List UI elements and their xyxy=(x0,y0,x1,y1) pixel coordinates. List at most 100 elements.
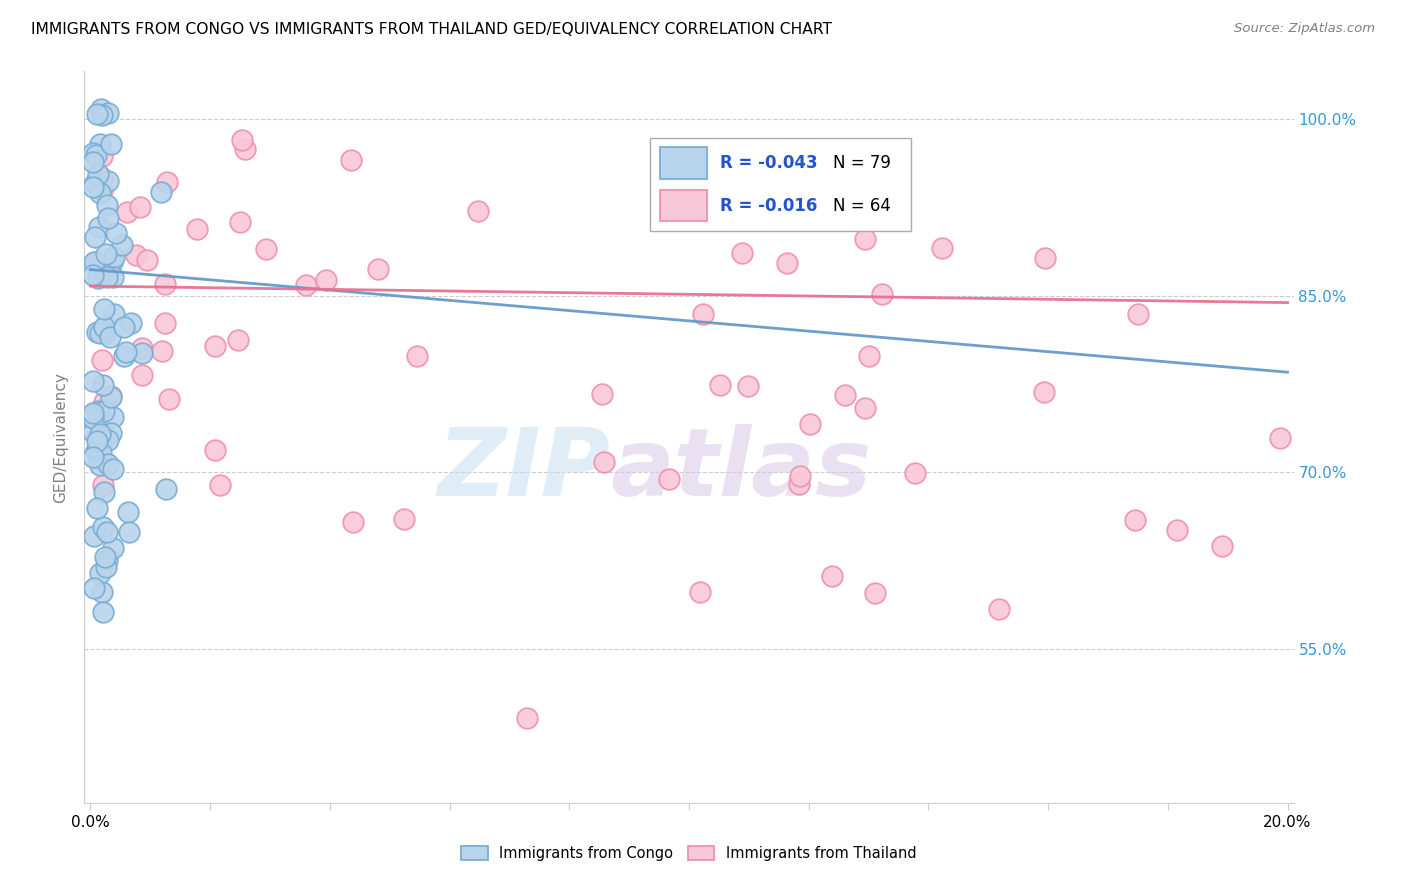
Point xyxy=(97,174,120,188)
Point xyxy=(100,136,122,151)
Point xyxy=(789,468,811,483)
Point xyxy=(87,167,110,181)
Point xyxy=(93,326,115,340)
Point xyxy=(93,320,115,334)
Point xyxy=(89,451,111,466)
Point xyxy=(97,211,120,225)
Point xyxy=(103,541,125,556)
Point xyxy=(90,446,112,460)
Y-axis label: GED/Equivalency: GED/Equivalency xyxy=(53,372,69,502)
Point xyxy=(204,339,226,353)
Point xyxy=(90,102,112,116)
Point xyxy=(87,270,110,285)
Point xyxy=(83,581,105,595)
Point xyxy=(96,198,118,212)
Point xyxy=(96,559,118,574)
Point xyxy=(82,450,104,465)
Point xyxy=(406,349,429,363)
Point xyxy=(150,344,173,359)
Point xyxy=(87,404,110,418)
Point xyxy=(91,434,114,448)
Point xyxy=(863,585,886,599)
Point xyxy=(91,584,114,599)
Point xyxy=(125,248,148,262)
Point xyxy=(96,553,118,567)
Point xyxy=(853,232,876,246)
Point xyxy=(853,401,876,416)
Point xyxy=(516,711,538,725)
Point xyxy=(100,254,122,268)
Point xyxy=(96,525,118,540)
Point xyxy=(83,255,105,269)
Point xyxy=(89,137,111,152)
Point xyxy=(872,287,894,301)
Point xyxy=(231,133,253,147)
Point xyxy=(1033,251,1056,265)
Point xyxy=(97,433,120,447)
Text: atlas: atlas xyxy=(610,424,872,516)
Point xyxy=(153,277,176,291)
Point xyxy=(96,269,118,284)
Point xyxy=(233,142,256,156)
Point xyxy=(117,205,139,219)
Point xyxy=(100,426,122,441)
Point xyxy=(1268,431,1291,445)
Point xyxy=(228,334,250,348)
Point xyxy=(100,390,122,404)
Point xyxy=(91,477,114,491)
Point xyxy=(131,341,153,355)
Text: N = 79: N = 79 xyxy=(832,154,890,172)
Point xyxy=(775,256,797,270)
Point xyxy=(86,442,108,457)
Point xyxy=(100,389,122,403)
Point xyxy=(84,177,107,191)
Point xyxy=(692,307,714,321)
Point xyxy=(103,250,125,264)
Text: Source: ZipAtlas.com: Source: ZipAtlas.com xyxy=(1234,22,1375,36)
Point xyxy=(82,155,104,169)
Point xyxy=(93,404,115,418)
Point xyxy=(787,477,810,491)
Point xyxy=(821,569,844,583)
Point xyxy=(93,395,115,409)
Point xyxy=(91,605,114,619)
Point xyxy=(86,326,108,340)
Point xyxy=(256,242,278,256)
Point xyxy=(82,268,104,283)
Point xyxy=(136,253,159,268)
Point xyxy=(91,352,114,367)
Point xyxy=(89,186,111,200)
Point xyxy=(86,500,108,515)
Point xyxy=(91,149,114,163)
Bar xyxy=(661,190,707,221)
Point xyxy=(82,406,104,420)
Point xyxy=(467,204,489,219)
Point xyxy=(112,349,135,363)
Point xyxy=(84,148,107,162)
Point xyxy=(209,478,232,492)
Point xyxy=(1166,523,1188,537)
Point xyxy=(103,462,125,476)
Point xyxy=(89,219,111,234)
Point xyxy=(115,345,138,359)
Point xyxy=(799,417,821,431)
Point xyxy=(150,186,173,200)
Point xyxy=(101,410,124,425)
Point xyxy=(82,425,104,440)
Point xyxy=(156,175,179,189)
Point xyxy=(91,378,114,392)
Point xyxy=(988,602,1011,616)
Point xyxy=(91,170,114,185)
Point xyxy=(83,529,105,543)
Legend: Immigrants from Congo, Immigrants from Thailand: Immigrants from Congo, Immigrants from T… xyxy=(454,839,924,869)
Point xyxy=(342,515,364,529)
Text: IMMIGRANTS FROM CONGO VS IMMIGRANTS FROM THAILAND GED/EQUIVALENCY CORRELATION CH: IMMIGRANTS FROM CONGO VS IMMIGRANTS FROM… xyxy=(31,22,832,37)
Point xyxy=(98,329,121,343)
Point xyxy=(86,444,108,458)
Point xyxy=(131,368,153,383)
Point xyxy=(709,377,731,392)
Point xyxy=(129,200,152,214)
Point xyxy=(658,473,681,487)
Point xyxy=(118,525,141,540)
Point xyxy=(120,316,142,330)
